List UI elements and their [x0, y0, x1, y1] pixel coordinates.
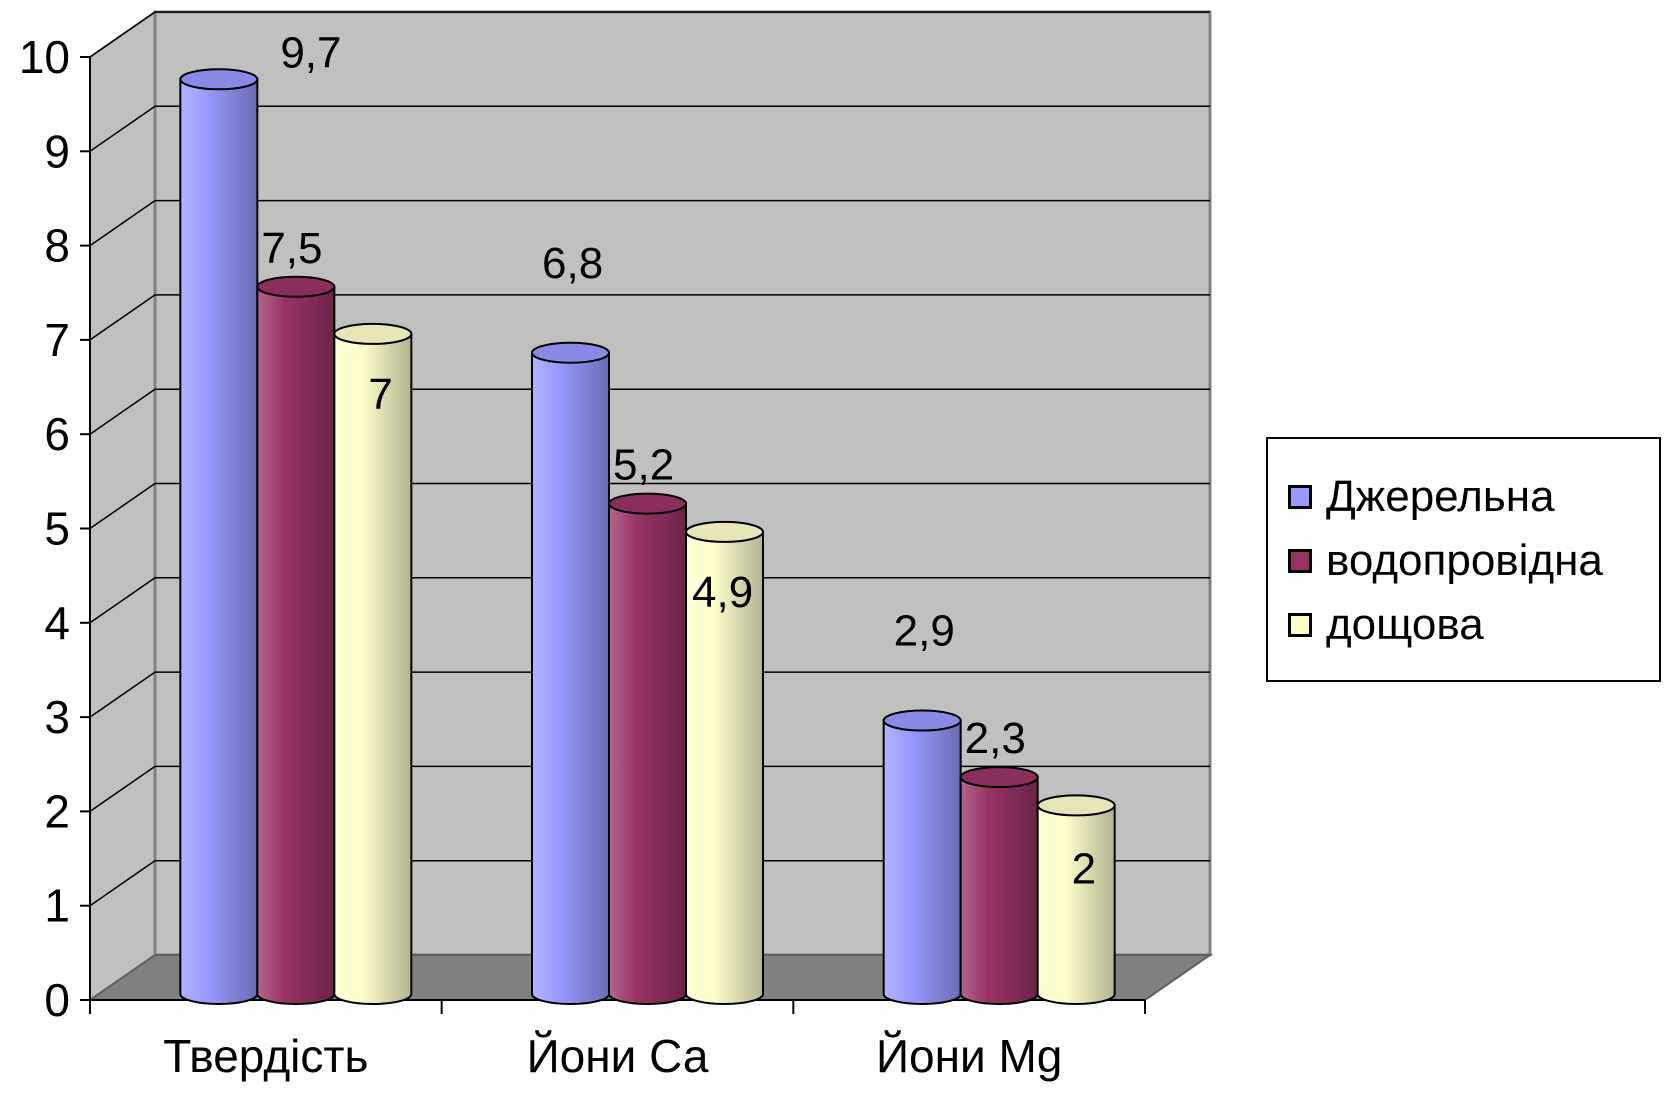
- bar-2-1: [959, 776, 1039, 1006]
- labels: 0 1 2 3 4 5 6 7 8 9 10 9,7 7,5 7 6,8 5,2 4,9 2,9 2,3 2 Тверд…: [19, 28, 1096, 1082]
- ytick-label-2: 2: [44, 785, 70, 837]
- bar-1-0-top: [531, 341, 610, 364]
- legend-swatch-doshchova: [1288, 613, 1312, 637]
- gridline-side-10: [89, 11, 156, 58]
- gridline-side-3: [89, 671, 156, 718]
- legend-item-dzherelna: Джерельна: [1288, 472, 1555, 522]
- gridline-side-7: [89, 294, 156, 341]
- ytick-label-1: 1: [44, 880, 70, 932]
- ytick-label-5: 5: [44, 503, 70, 555]
- ytick-label-7: 7: [44, 314, 70, 366]
- gridline-side-4: [89, 577, 156, 624]
- ytick-label-6: 6: [44, 408, 70, 460]
- legend-swatch-dzherelna: [1288, 485, 1312, 509]
- bar-0-1: [256, 285, 336, 1005]
- ytick-label-3: 3: [44, 691, 70, 743]
- gridline-side-5: [89, 482, 156, 530]
- bar-2-2-top: [1036, 794, 1116, 817]
- bar-2-0-top: [882, 709, 962, 732]
- gridline-side-8: [89, 199, 156, 247]
- ytick-label-10: 10: [19, 31, 70, 83]
- data-label-0-2: 7: [368, 370, 392, 419]
- category-label-0: Твердість: [163, 1030, 368, 1082]
- data-label-2-0: 2,9: [894, 607, 955, 656]
- legend-item-doshchova: дощова: [1288, 600, 1484, 650]
- bar-0-0: [179, 78, 259, 1005]
- bars: [179, 68, 1116, 1006]
- data-label-2-2: 2: [1072, 844, 1096, 893]
- bar-1-1-top: [608, 492, 687, 515]
- ytick-label-4: 4: [44, 597, 70, 649]
- legend-label-vodoprovidna: водопровідна: [1326, 536, 1603, 585]
- legend-label-dzherelna: Джерельна: [1326, 472, 1555, 521]
- data-label-1-1: 5,2: [613, 441, 674, 490]
- gridline-side-9: [89, 105, 156, 152]
- data-label-2-1: 2,3: [965, 714, 1026, 763]
- gridline-side-2: [89, 765, 156, 813]
- bar-0-1-top: [256, 275, 336, 298]
- ytick-label-8: 8: [44, 220, 70, 272]
- data-label-1-0: 6,8: [542, 239, 603, 288]
- bar-1-2: [685, 530, 764, 1005]
- data-label-0-0: 9,7: [280, 28, 341, 77]
- bar-1-1: [608, 502, 687, 1005]
- category-label-1: Йони Са: [527, 1030, 709, 1082]
- bar-0-2-top: [333, 322, 413, 345]
- ytick-label-0: 0: [44, 974, 70, 1026]
- ytick-label-9: 9: [44, 125, 70, 177]
- data-label-1-2: 4,9: [692, 568, 753, 617]
- bar-0-0-top: [179, 68, 259, 91]
- gridline-side-1: [89, 860, 156, 907]
- gridline-side-6: [89, 388, 156, 435]
- bar-1-0: [531, 351, 610, 1005]
- bar-1-2-top: [685, 520, 764, 543]
- bar-0-2: [333, 332, 413, 1005]
- legend-label-doshchova: дощова: [1326, 600, 1484, 649]
- data-label-0-1: 7,5: [261, 224, 322, 273]
- legend-swatch-vodoprovidna: [1288, 549, 1312, 573]
- category-label-2: Йони Mg: [876, 1030, 1062, 1082]
- legend: Джерельна водопровідна дощова: [1266, 437, 1661, 682]
- legend-item-vodoprovidna: водопровідна: [1288, 536, 1603, 586]
- bar-2-1-top: [959, 766, 1039, 789]
- bar-2-0: [882, 719, 962, 1005]
- bar-2-2: [1036, 804, 1116, 1005]
